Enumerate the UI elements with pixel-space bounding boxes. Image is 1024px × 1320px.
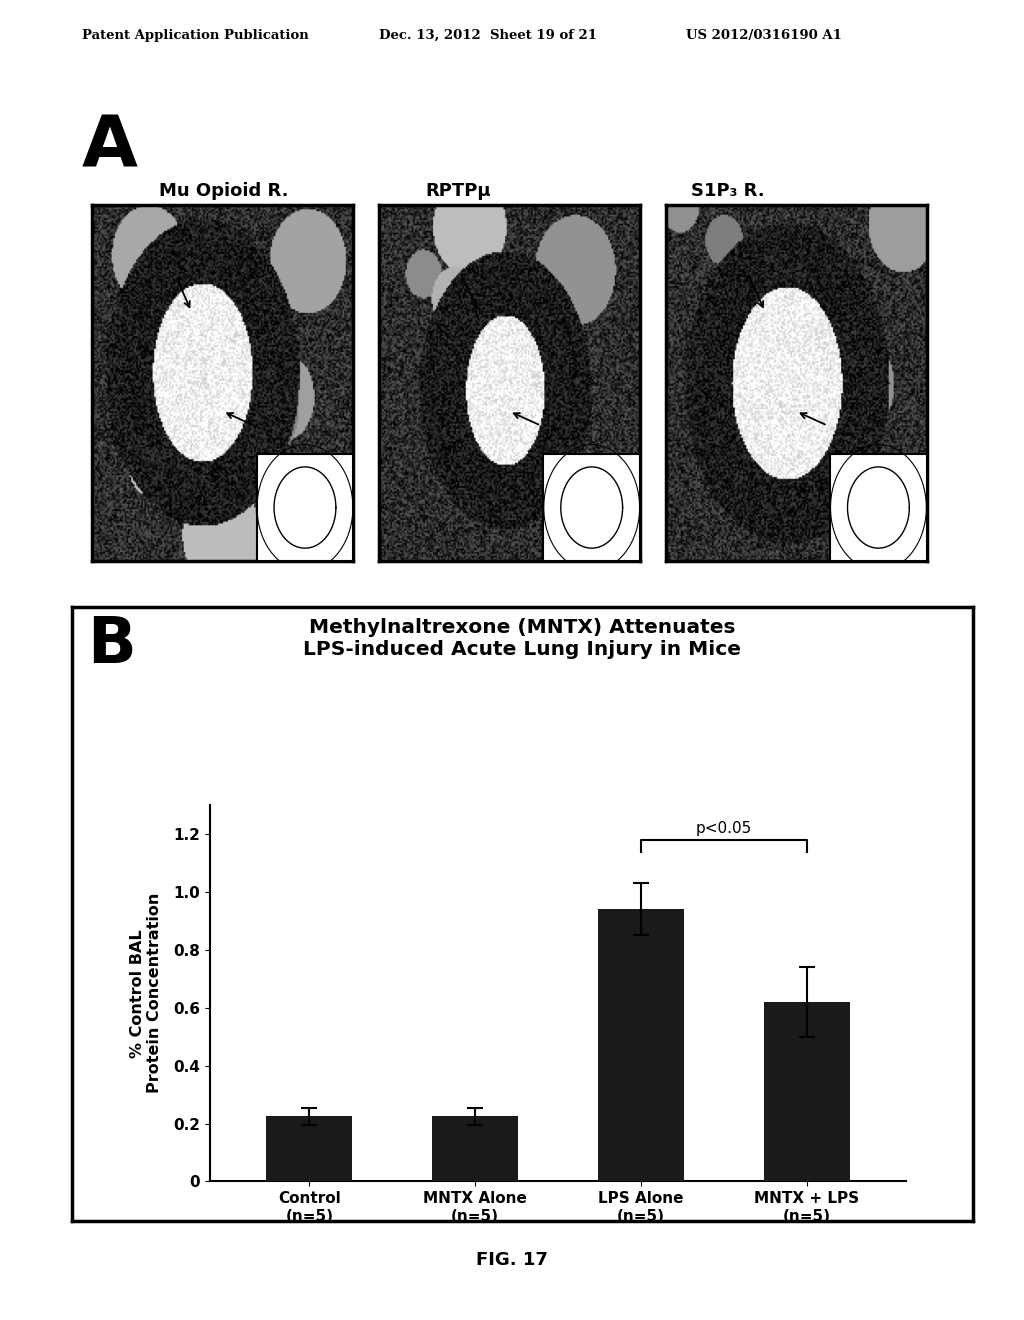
Text: p<0.05: p<0.05 xyxy=(695,821,752,836)
Bar xyxy=(266,1117,352,1181)
Bar xyxy=(544,454,640,561)
Bar xyxy=(432,1117,518,1181)
Text: FIG. 17: FIG. 17 xyxy=(476,1251,548,1270)
Text: B: B xyxy=(87,614,136,676)
Text: A: A xyxy=(82,112,138,181)
Text: US 2012/0316190 A1: US 2012/0316190 A1 xyxy=(686,29,842,42)
Y-axis label: % Control BAL
Protein Concentration: % Control BAL Protein Concentration xyxy=(130,894,162,1093)
Text: S1P₃ R.: S1P₃ R. xyxy=(691,182,765,201)
Text: Mu Opioid R.: Mu Opioid R. xyxy=(159,182,288,201)
Bar xyxy=(257,454,353,561)
Bar xyxy=(764,1002,850,1181)
Bar xyxy=(830,454,927,561)
Text: RPTPμ: RPTPμ xyxy=(425,182,490,201)
Text: Methylnaltrexone (MNTX) Attenuates
LPS-induced Acute Lung Injury in Mice: Methylnaltrexone (MNTX) Attenuates LPS-i… xyxy=(303,618,741,659)
Bar xyxy=(598,909,684,1181)
Text: Patent Application Publication: Patent Application Publication xyxy=(82,29,308,42)
Text: Dec. 13, 2012  Sheet 19 of 21: Dec. 13, 2012 Sheet 19 of 21 xyxy=(379,29,597,42)
